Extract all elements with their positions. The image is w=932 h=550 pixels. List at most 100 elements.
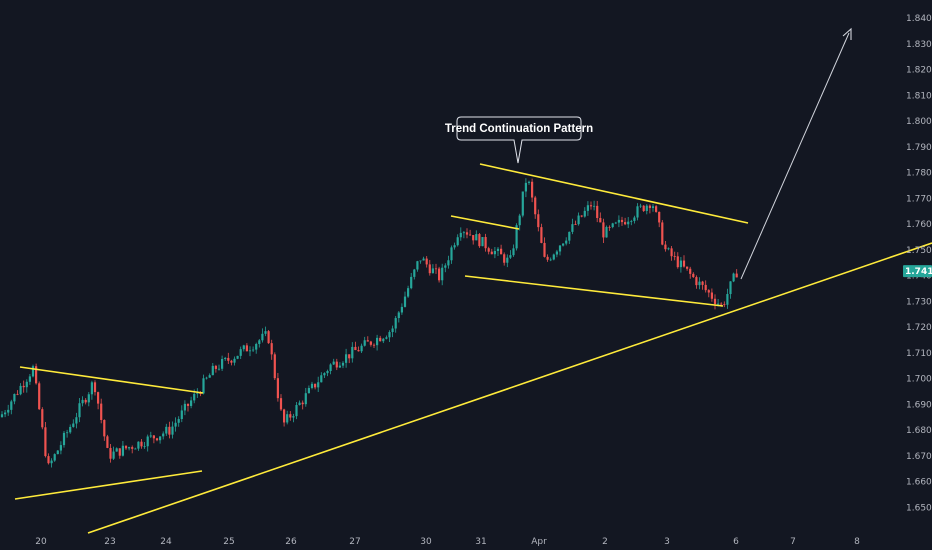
candle [230, 359, 233, 366]
candle [317, 376, 320, 392]
candle [186, 403, 190, 412]
callout-annotation[interactable]: Trend Continuation Pattern [445, 116, 593, 164]
candle [558, 244, 562, 256]
candle [301, 400, 304, 410]
candle [394, 316, 397, 333]
candle [651, 203, 655, 212]
candle [729, 281, 732, 299]
candle [214, 364, 217, 373]
current-price-tag: 1.74172 [903, 265, 932, 278]
candle [329, 363, 332, 375]
x-tick-label: 2 [602, 537, 608, 547]
candle [190, 396, 193, 409]
candle [676, 252, 679, 269]
candle [695, 275, 698, 289]
candle [531, 178, 534, 203]
candle [183, 400, 186, 416]
candle [382, 337, 385, 344]
candle [648, 204, 651, 214]
candle [31, 364, 35, 378]
left-pattern-upper-line[interactable] [19, 366, 204, 394]
candle [438, 266, 441, 283]
candle [310, 381, 314, 390]
candle [518, 213, 521, 231]
candle [400, 303, 403, 315]
candle [255, 342, 258, 354]
candle [366, 336, 369, 342]
candle [298, 400, 301, 406]
candle [283, 408, 286, 427]
candle [521, 191, 524, 218]
right-pattern-upper-line[interactable] [479, 163, 749, 224]
candle [599, 212, 602, 223]
candle [38, 381, 41, 411]
candle [658, 211, 661, 228]
candle [267, 329, 270, 344]
candle [453, 242, 456, 250]
candle [177, 416, 180, 427]
candle [217, 364, 221, 371]
candle [667, 247, 670, 251]
y-tick-label: 1.73000 [906, 297, 932, 307]
candle [515, 223, 518, 251]
candle [258, 339, 261, 348]
candle [614, 221, 617, 225]
candle [413, 268, 416, 280]
candle [307, 385, 310, 394]
candle [692, 272, 695, 278]
candle [25, 379, 28, 393]
candle [732, 272, 735, 283]
candle [602, 218, 605, 243]
candle [66, 429, 69, 438]
candle [286, 410, 289, 425]
candle [596, 200, 599, 223]
candle [90, 380, 93, 400]
candle [487, 246, 490, 255]
candle [202, 374, 205, 395]
candle [155, 437, 159, 442]
candle [270, 339, 273, 360]
candle [41, 407, 44, 430]
mid-channel-upper-line[interactable] [450, 215, 520, 230]
candle [500, 244, 503, 255]
candle [441, 263, 444, 286]
candle [593, 200, 596, 211]
candle [506, 254, 509, 268]
candle [478, 233, 481, 248]
candle [713, 294, 717, 310]
candle [583, 207, 586, 218]
candle [69, 424, 72, 434]
candle [124, 445, 128, 450]
candle [670, 246, 673, 261]
candle [22, 380, 25, 393]
candle [701, 280, 704, 290]
right-pattern-lower-line[interactable] [464, 275, 724, 307]
time-axis[interactable]: 20 23 24 25 26 27 30 31 Apr 2 3 6 7 8 [35, 537, 860, 547]
candle [304, 387, 307, 407]
y-tick-label: 1.67000 [906, 452, 932, 462]
candle [639, 203, 642, 208]
candle [493, 247, 496, 259]
left-pattern-lower-line[interactable] [14, 470, 203, 500]
candle [664, 240, 667, 252]
candle [81, 396, 84, 407]
candle [509, 250, 512, 259]
candle [689, 266, 692, 279]
candle [149, 431, 152, 439]
candle [236, 355, 239, 360]
candle [7, 404, 10, 416]
candle [388, 330, 391, 342]
candle [75, 412, 78, 429]
price-axis[interactable]: 1.65000 1.66000 1.67000 1.68000 1.69000 1.700… [906, 14, 932, 513]
projection-arrow[interactable] [740, 27, 852, 280]
candle [252, 346, 255, 352]
candle [617, 215, 620, 228]
candle [481, 236, 484, 247]
candle [484, 233, 487, 252]
candle [137, 441, 140, 451]
lower-support-trendline[interactable] [87, 242, 932, 534]
current-price-label: 1.74172 [905, 267, 932, 277]
candle [385, 335, 388, 340]
candle [549, 257, 552, 262]
